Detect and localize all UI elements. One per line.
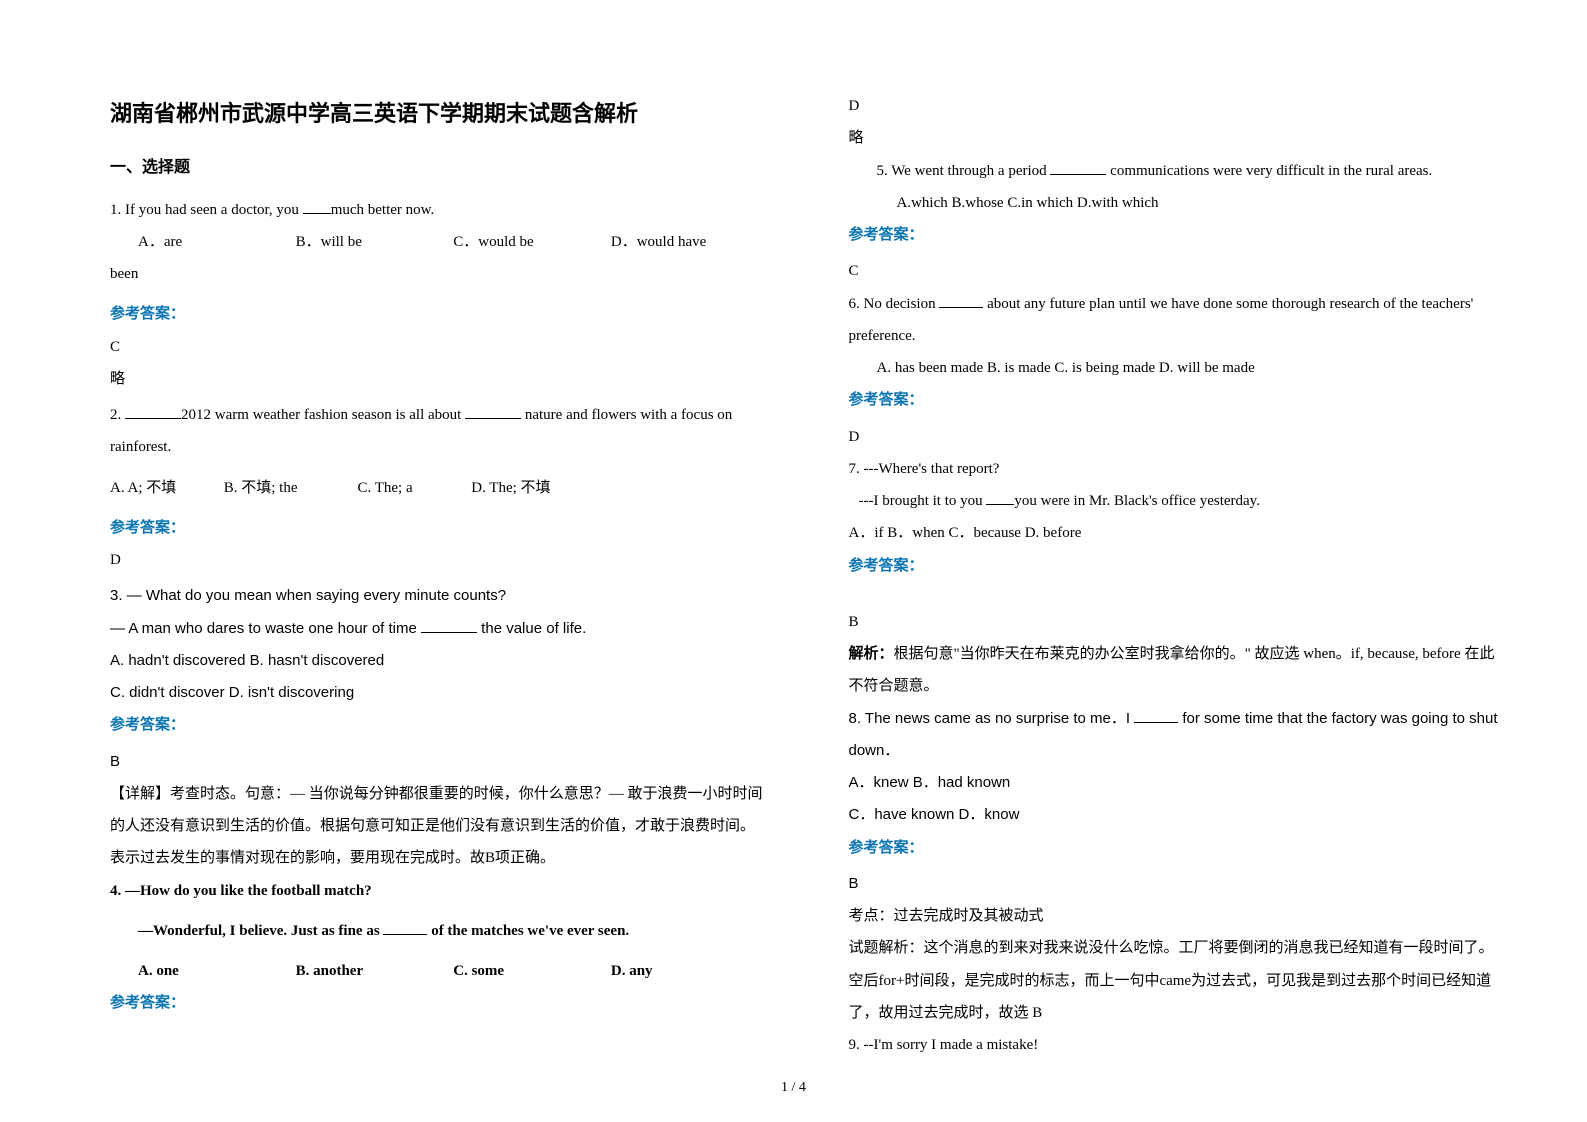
q1-options-row: A．are B．will be C．would be D．would have bbox=[110, 226, 769, 258]
blank-icon bbox=[303, 200, 331, 214]
q7-options: A．if B．when C．because D. before bbox=[849, 517, 1508, 549]
q4-opt-b: B. another bbox=[296, 955, 454, 987]
q1-opt-d: D．would have bbox=[611, 226, 769, 258]
answer-label: 参考答案： bbox=[849, 219, 1508, 251]
q2-stem-b: 2012 warm weather fashion season is all … bbox=[181, 407, 465, 423]
q2-options-row: A. A; 不填 B. 不填; the C. The; a D. The; 不填 bbox=[110, 472, 769, 504]
q6-options: A. has been made B. is made C. is being … bbox=[849, 352, 1508, 384]
q5-stem: 5. We went through a period communicatio… bbox=[849, 155, 1508, 187]
answer-label: 参考答案： bbox=[110, 298, 769, 330]
blank-icon bbox=[939, 294, 983, 308]
answer-label: 参考答案： bbox=[849, 550, 1508, 582]
q1-opt-c: C．would be bbox=[453, 226, 611, 258]
page-footer: 1 / 4 bbox=[0, 1080, 1587, 1096]
q4-l2: —Wonderful, I believe. Just as fine as o… bbox=[110, 915, 769, 947]
q1-answer: C bbox=[110, 331, 769, 363]
page: 湖南省郴州市武源中学高三英语下学期期末试题含解析 一、选择题 1. If you… bbox=[0, 0, 1587, 1122]
q7-explanation: 解析：根据句意"当你昨天在布莱克的办公室时我拿给你的。" 故应选 when。if… bbox=[849, 638, 1508, 703]
q4-options-row: A. one B. another C. some D. any bbox=[110, 955, 769, 987]
q4-l2b: of the matches we've ever seen. bbox=[427, 923, 629, 939]
blank-icon bbox=[1134, 709, 1178, 723]
blank-icon bbox=[125, 406, 181, 420]
q4-opt-d: D. any bbox=[611, 955, 769, 987]
section-heading-mcq: 一、选择题 bbox=[110, 151, 769, 185]
q2-answer: D bbox=[110, 544, 769, 576]
q2-stem: 2. 2012 warm weather fashion season is a… bbox=[110, 399, 769, 464]
q5-answer: C bbox=[849, 255, 1508, 287]
q5-stem-a: 5. We went through a period bbox=[877, 163, 1051, 179]
q8-stem: 8. The news came as no surprise to me．I … bbox=[849, 703, 1508, 768]
q8-point: 考点：过去完成时及其被动式 bbox=[849, 900, 1508, 932]
q5-stem-b: communications were very difficult in th… bbox=[1106, 163, 1432, 179]
q3-opts-ab: A. hadn't discovered B. hasn't discovere… bbox=[110, 645, 769, 677]
q6-stem: 6. No decision about any future plan unt… bbox=[849, 288, 1508, 353]
q3-l2b: the value of life. bbox=[477, 620, 586, 637]
column-left: 湖南省郴州市武源中学高三英语下学期期末试题含解析 一、选择题 1. If you… bbox=[110, 90, 769, 1092]
q3-explanation: 【详解】考查时态。句意：— 当你说每分钟都很重要的时候，你什么意思？— 敢于浪费… bbox=[110, 778, 769, 875]
q4-answer: D bbox=[849, 90, 1508, 122]
q8-answer: B bbox=[849, 868, 1508, 900]
q1-stem-a: 1. If you had seen a doctor, you bbox=[110, 202, 303, 218]
blank-icon bbox=[421, 619, 477, 633]
q7-answer: B bbox=[849, 606, 1508, 638]
q3-answer: B bbox=[110, 746, 769, 778]
q4-opt-a: A. one bbox=[138, 955, 296, 987]
q1-opt-a: A．are bbox=[138, 226, 296, 258]
q2-opt-d: D. The; 不填 bbox=[471, 472, 550, 504]
answer-label: 参考答案： bbox=[849, 832, 1508, 864]
blank-icon bbox=[986, 492, 1014, 506]
q4-opt-c: C. some bbox=[453, 955, 611, 987]
answer-label: 参考答案： bbox=[110, 512, 769, 544]
q7-l2: ---I brought it to you you were in Mr. B… bbox=[849, 485, 1508, 517]
q5-options: A.which B.whose C.in which D.with which bbox=[849, 187, 1508, 219]
q7-l2a: ---I brought it to you bbox=[859, 493, 987, 509]
answer-label: 参考答案： bbox=[110, 709, 769, 741]
q2-opt-b: B. 不填; the bbox=[224, 472, 354, 504]
q4-l1: 4. —How do you like the football match? bbox=[110, 875, 769, 907]
q7-expl-text: 根据句意"当你昨天在布莱克的办公室时我拿给你的。" 故应选 when。if, b… bbox=[849, 646, 1495, 694]
blank-icon bbox=[1050, 161, 1106, 175]
doc-title: 湖南省郴州市武源中学高三英语下学期期末试题含解析 bbox=[110, 90, 769, 137]
q2-opt-c: C. The; a bbox=[358, 472, 468, 504]
explain-label: 解析： bbox=[849, 646, 894, 662]
q7-l1: 7. ---Where's that report? bbox=[849, 453, 1508, 485]
q3-l2: — A man who dares to waste one hour of t… bbox=[110, 613, 769, 645]
answer-label: 参考答案： bbox=[110, 987, 769, 1019]
q7-l2b: you were in Mr. Black's office yesterday… bbox=[1014, 493, 1260, 509]
q8-explanation: 试题解析：这个消息的到来对我来说没什么吃惊。工厂将要倒闭的消息我已经知道有一段时… bbox=[849, 932, 1508, 1029]
q1-tail: been bbox=[110, 258, 769, 290]
q4-l2a: —Wonderful, I believe. Just as fine as bbox=[138, 923, 383, 939]
column-right: D 略 5. We went through a period communic… bbox=[849, 90, 1508, 1092]
q1-stem-b: much better now. bbox=[331, 202, 435, 218]
q6-stem-a: 6. No decision bbox=[849, 296, 940, 312]
omit-text: 略 bbox=[849, 122, 1508, 154]
q8-opts-ab: A．knew B．had known bbox=[849, 767, 1508, 799]
q9-stem: 9. --I'm sorry I made a mistake! bbox=[849, 1029, 1508, 1061]
q3-l1: 3. — What do you mean when saying every … bbox=[110, 580, 769, 612]
q3-opts-cd: C. didn't discover D. isn't discovering bbox=[110, 677, 769, 709]
q8-opts-cd: C．have known D．know bbox=[849, 799, 1508, 831]
q8-stem-a: 8. The news came as no surprise to me．I bbox=[849, 710, 1135, 727]
answer-label: 参考答案： bbox=[849, 384, 1508, 416]
q1-opt-b: B．will be bbox=[296, 226, 454, 258]
blank-icon bbox=[465, 406, 521, 420]
omit-text: 略 bbox=[110, 363, 769, 395]
q2-stem-a: 2. bbox=[110, 407, 125, 423]
q3-l2a: — A man who dares to waste one hour of t… bbox=[110, 620, 421, 637]
q1-stem: 1. If you had seen a doctor, you much be… bbox=[110, 194, 769, 226]
blank-icon bbox=[383, 921, 427, 935]
q2-opt-a: A. A; 不填 bbox=[110, 472, 220, 504]
q6-answer: D bbox=[849, 421, 1508, 453]
